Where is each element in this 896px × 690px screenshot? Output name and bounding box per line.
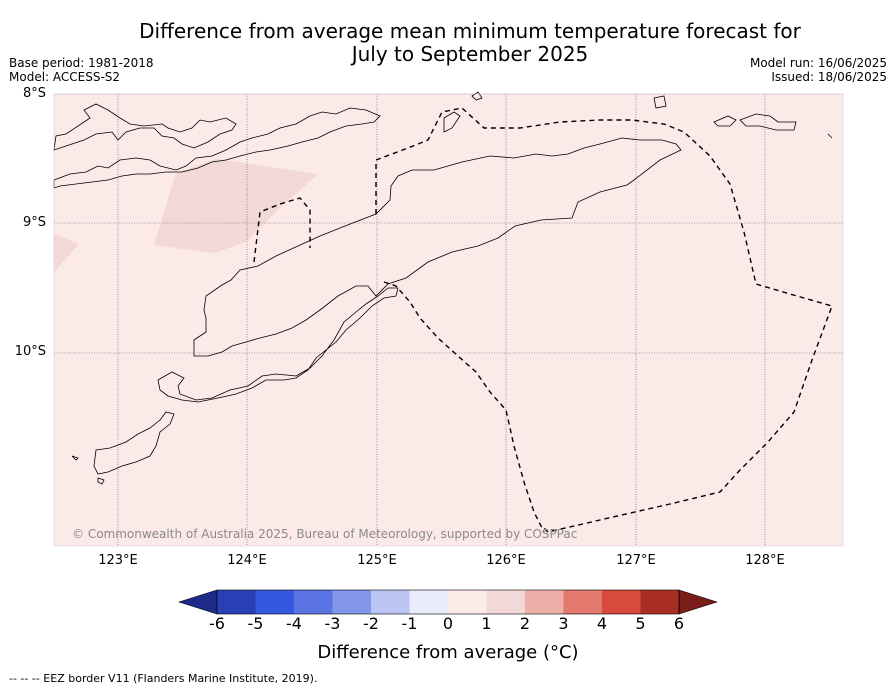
colorbar-extend-low <box>178 589 218 615</box>
colorbar-bin <box>602 590 641 614</box>
colorbar-bin <box>217 590 256 614</box>
flores-alor-coastline <box>53 103 237 151</box>
colorbar-tick-label: -4 <box>286 614 302 633</box>
issued-date: Issued: 18/06/2025 <box>771 70 887 84</box>
colorbar-bin <box>409 590 448 614</box>
eez-footnote: -- -- -- EEZ border V11 (Flanders Marine… <box>9 672 318 685</box>
colorbar-bin <box>371 590 410 614</box>
copyright-notice: © Commonwealth of Australia 2025, Bureau… <box>72 527 578 541</box>
colorbar-tick-label: -6 <box>209 614 225 633</box>
wetar-coastline <box>713 115 737 127</box>
colorbar-bin <box>294 590 333 614</box>
colorbar <box>178 589 718 615</box>
lon-label-128e: 128°E <box>745 553 785 568</box>
warm-patch-west <box>54 234 79 272</box>
islet-b <box>97 477 105 485</box>
run-info: Model run: 16/06/2025 Issued: 18/06/2025 <box>750 56 887 84</box>
eez-border <box>253 107 833 533</box>
lon-label-124e: 124°E <box>227 553 267 568</box>
colorbar-bin <box>563 590 602 614</box>
atauro <box>443 111 461 133</box>
sawu-coastline <box>93 411 175 475</box>
rote-coastline <box>157 287 399 403</box>
colorbar-bin <box>332 590 371 614</box>
model-name: Model: ACCESS-S2 <box>9 70 121 84</box>
colorbar-tick-label: 2 <box>519 614 531 633</box>
colorbar-tick-label: 3 <box>558 614 569 633</box>
coastlines <box>53 91 833 485</box>
colorbar-tick-label: 5 <box>635 614 646 633</box>
colorbar-tick-label: -3 <box>324 614 341 633</box>
colorbar-tick-label: 1 <box>481 614 492 633</box>
colorbar-tick-label: -1 <box>401 614 418 633</box>
warm-patch <box>154 159 318 253</box>
lon-label-125e: 125°E <box>357 553 397 568</box>
lat-label-10s: 10°S <box>14 344 46 359</box>
colorbar-tick-label: -5 <box>247 614 264 633</box>
map-area <box>54 94 843 546</box>
colorbar-bin <box>486 590 525 614</box>
colorbar-bin <box>640 590 679 614</box>
map-title: Difference from average mean minimum tem… <box>80 20 860 66</box>
lat-label-9s: 9°S <box>22 215 46 230</box>
timor-coastline <box>193 137 682 357</box>
flores-south <box>53 107 381 189</box>
colorbar-bin <box>255 590 294 614</box>
islet-c <box>653 95 667 109</box>
base-period: Base period: 1981-2018 <box>9 56 154 70</box>
colorbar-bin <box>525 590 564 614</box>
lon-label-127e: 127°E <box>616 553 656 568</box>
islet-e <box>827 133 833 139</box>
lon-label-123e: 123°E <box>98 553 138 568</box>
title-line-1: Difference from average mean minimum tem… <box>139 19 801 43</box>
title-line-2: July to September 2025 <box>351 42 589 66</box>
model-info: Base period: 1981-2018 Model: ACCESS-S2 <box>9 56 154 84</box>
colorbar-tick-label: 0 <box>442 614 454 633</box>
lon-label-126e: 126°E <box>486 553 526 568</box>
islet-d <box>471 91 483 101</box>
islet-a <box>71 455 79 461</box>
colorbar-bin <box>448 590 487 614</box>
colorbar-frame <box>216 589 680 615</box>
lat-label-8s: 8°S <box>22 86 46 101</box>
colorbar-tick-label: 4 <box>596 614 608 633</box>
colorbar-title: Difference from average (°C) <box>317 642 579 663</box>
wetar-east <box>739 113 797 131</box>
colorbar-extend-high <box>678 589 718 615</box>
colorbar-tick-label: -2 <box>363 614 379 633</box>
model-run: Model run: 16/06/2025 <box>749 56 887 70</box>
colorbar-tick-label: 6 <box>673 614 685 633</box>
map-frame <box>53 93 844 547</box>
